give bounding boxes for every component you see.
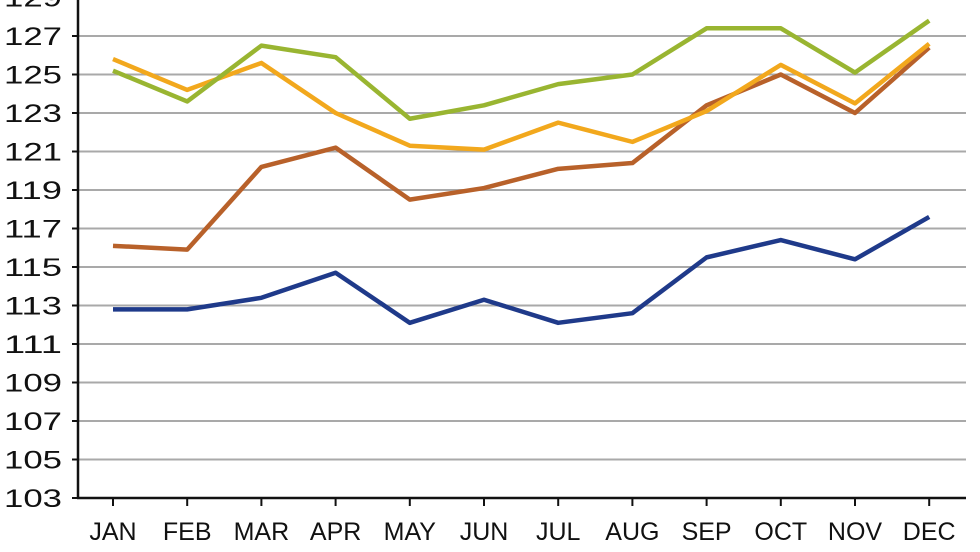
y-tick-label: 107	[4, 408, 62, 436]
series-lines	[112, 18, 931, 326]
y-tick-label: 103	[4, 485, 62, 513]
y-axis-ticks: 103 105 107 109 111 113 115 117 119 121 123 125 127 1…	[4, 0, 78, 513]
y-tick-label: 123	[4, 100, 62, 128]
y-tick-label: 129	[4, 0, 62, 13]
x-tick-label: NOV	[828, 518, 883, 546]
x-tick-label: FEB	[163, 518, 212, 546]
series-orange-line	[112, 41, 931, 152]
series-green-line	[112, 18, 931, 122]
x-tick-label: MAY	[384, 518, 437, 546]
y-tick-label: 125	[4, 62, 62, 90]
y-tick-label: 127	[4, 23, 62, 51]
series-blue-line	[113, 214, 931, 326]
x-tick-label: DEC	[903, 518, 956, 546]
x-tick-label: OCT	[754, 518, 807, 546]
x-axis-ticks: JAN FEB MAR APR MAY JUN JUL AUG SEP OCT NOV DEC	[89, 498, 956, 546]
x-tick-label: MAR	[234, 518, 290, 546]
y-tick-label: 111	[4, 331, 62, 359]
x-tick-label: SEP	[682, 518, 732, 546]
y-tick-label: 115	[4, 254, 62, 282]
x-tick-label: JAN	[89, 518, 136, 546]
series-brown-line	[112, 45, 931, 252]
x-tick-label: AUG	[605, 518, 659, 546]
y-tick-label: 105	[4, 447, 62, 475]
y-tick-label: 109	[4, 370, 62, 398]
y-tick-label: 117	[4, 216, 62, 244]
y-tick-label: 113	[4, 293, 62, 321]
y-tick-label: 119	[4, 177, 62, 205]
x-tick-label: APR	[310, 518, 361, 546]
gridlines	[78, 35, 966, 461]
y-tick-label: 121	[4, 139, 62, 167]
x-tick-label: JUN	[460, 518, 509, 546]
x-tick-label: JUL	[536, 518, 581, 546]
